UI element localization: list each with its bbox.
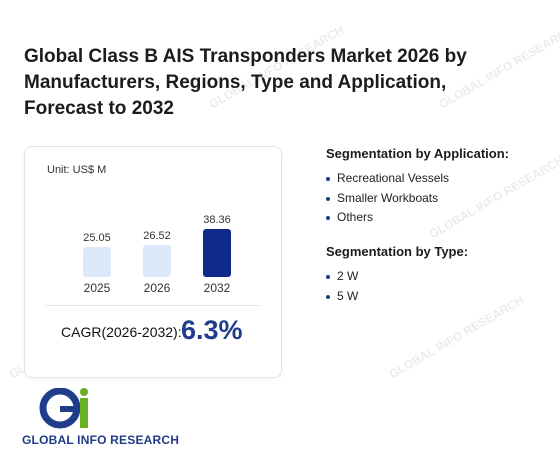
segmentation-type-title: Segmentation by Type: bbox=[326, 244, 469, 259]
segmentation-application-title: Segmentation by Application: bbox=[326, 146, 509, 161]
logo-text: GLOBAL INFO RESEARCH bbox=[22, 433, 180, 447]
list-item: Recreational Vessels bbox=[326, 169, 509, 189]
value-label-2026: 26.52 bbox=[143, 230, 171, 242]
company-logo bbox=[39, 388, 88, 429]
list-item: Others bbox=[326, 208, 509, 228]
list-item: 2 W bbox=[326, 267, 468, 287]
unit-label: Unit: US$ M bbox=[47, 164, 107, 176]
bar-2025 bbox=[83, 247, 111, 277]
value-label-2025: 25.05 bbox=[83, 232, 111, 244]
segmentation-type: Segmentation by Type: 2 W 5 W bbox=[326, 244, 468, 306]
category-label-2032: 2032 bbox=[204, 281, 231, 295]
list-item: 5 W bbox=[326, 287, 468, 307]
divider bbox=[45, 305, 260, 306]
bar-2032 bbox=[203, 229, 231, 277]
market-chart-card: Unit: US$ M 25.05 2025 26.52 2026 38.36 2032 … bbox=[24, 146, 282, 378]
list-item: Smaller Workboats bbox=[326, 189, 509, 209]
category-label-2025: 2025 bbox=[84, 281, 111, 295]
bar-2026 bbox=[143, 245, 171, 277]
cagr-value: 6.3% bbox=[181, 315, 243, 345]
cagr-label: CAGR(2026-2032): bbox=[61, 324, 182, 340]
page-title: Global Class B AIS Transponders Market 2… bbox=[24, 46, 467, 119]
category-label-2026: 2026 bbox=[144, 281, 171, 295]
value-label-2032: 38.36 bbox=[203, 214, 231, 226]
bar-chart: 25.05 2025 26.52 2026 38.36 2032 bbox=[83, 214, 231, 295]
segmentation-application: Segmentation by Application: Recreationa… bbox=[326, 146, 509, 228]
